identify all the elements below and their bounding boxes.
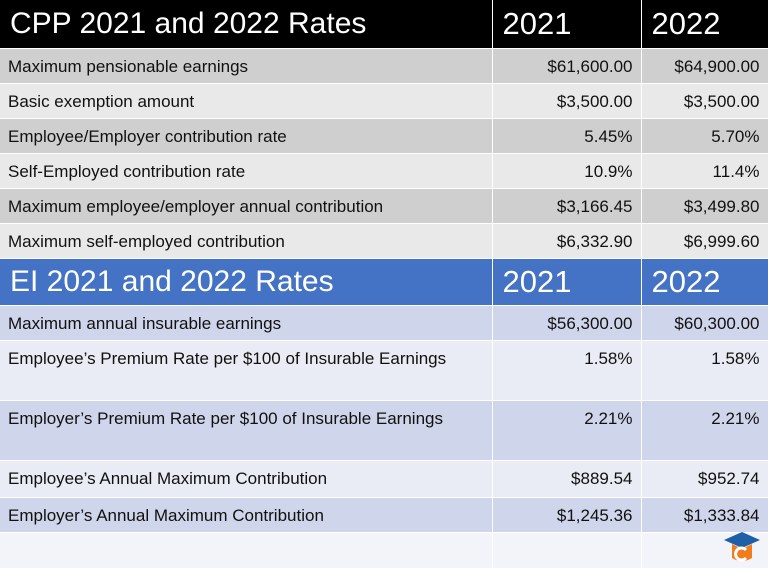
table-row: Maximum pensionable earnings $61,600.00 $6… <box>0 48 768 84</box>
row-label: Maximum self-employed contribution <box>0 223 493 259</box>
cell-value: $1,333.84 <box>641 497 768 533</box>
cell-value: $1,245.36 <box>492 497 642 533</box>
cell-value: $3,499.80 <box>641 188 768 224</box>
cell-value: $952.74 <box>641 460 768 498</box>
cell-value: 1.58% <box>641 340 768 401</box>
cell-value: $60,300.00 <box>641 305 768 341</box>
cell-value: $6,332.90 <box>492 223 642 259</box>
cell-value: $889.54 <box>492 460 642 498</box>
table-row: Employee’s Annual Maximum Contribution $8… <box>0 460 768 498</box>
row-label: Employer’s Premium Rate per $100 of Insu… <box>0 400 493 461</box>
table-row: Employee/Employer contribution rate 5.45%… <box>0 118 768 154</box>
row-label: Maximum employee/employer annual contrib… <box>0 188 493 224</box>
cell-value: $3,166.45 <box>492 188 642 224</box>
table-row: Employer’s Annual Maximum Contribution $1… <box>0 497 768 533</box>
table-row: Employee’s Premium Rate per $100 of Insu… <box>0 340 768 401</box>
column-header: 2021 <box>492 0 642 49</box>
section-header: EI 2021 and 2022 Rates 2021 2022 <box>0 258 768 306</box>
logo-icon <box>724 532 760 562</box>
row-label: Maximum pensionable earnings <box>0 48 493 84</box>
cell-value: $6,999.60 <box>641 223 768 259</box>
cell-value: 10.9% <box>492 153 642 189</box>
row-label: Employer’s Annual Maximum Contribution <box>0 497 493 533</box>
empty-cell <box>492 532 642 569</box>
table-row: Maximum employee/employer annual contrib… <box>0 188 768 224</box>
cell-value: 2.21% <box>492 400 642 461</box>
column-header: 2022 <box>641 258 768 306</box>
table-row: Maximum annual insurable earnings $56,300… <box>0 305 768 341</box>
cell-value: 2.21% <box>641 400 768 461</box>
row-label: Employee/Employer contribution rate <box>0 118 493 154</box>
section-title: CPP 2021 and 2022 Rates <box>0 0 493 49</box>
empty-cell <box>0 532 493 569</box>
table-row: Basic exemption amount $3,500.00 $3,500.00 <box>0 83 768 119</box>
row-label: Employee’s Annual Maximum Contribution <box>0 460 493 498</box>
table-row: Maximum self-employed contribution $6,332… <box>0 223 768 259</box>
cell-value: 1.58% <box>492 340 642 401</box>
cell-value: 11.4% <box>641 153 768 189</box>
column-header: 2022 <box>641 0 768 49</box>
row-label: Maximum annual insurable earnings <box>0 305 493 341</box>
cell-value: 5.45% <box>492 118 642 154</box>
cell-value: 5.70% <box>641 118 768 154</box>
cell-value: $3,500.00 <box>492 83 642 119</box>
cell-value: $3,500.00 <box>641 83 768 119</box>
table-row: Employer’s Premium Rate per $100 of Insu… <box>0 400 768 461</box>
row-label: Self-Employed contribution rate <box>0 153 493 189</box>
table-row: Self-Employed contribution rate 10.9% 11.4… <box>0 153 768 189</box>
row-label: Employee’s Premium Rate per $100 of Insu… <box>0 340 493 401</box>
cell-value: $56,300.00 <box>492 305 642 341</box>
section-title: EI 2021 and 2022 Rates <box>0 258 493 306</box>
column-header: 2021 <box>492 258 642 306</box>
section-header: CPP 2021 and 2022 Rates 2021 2022 <box>0 0 768 49</box>
row-label: Basic exemption amount <box>0 83 493 119</box>
cell-value: $61,600.00 <box>492 48 642 84</box>
empty-row <box>0 532 768 569</box>
cell-value: $64,900.00 <box>641 48 768 84</box>
